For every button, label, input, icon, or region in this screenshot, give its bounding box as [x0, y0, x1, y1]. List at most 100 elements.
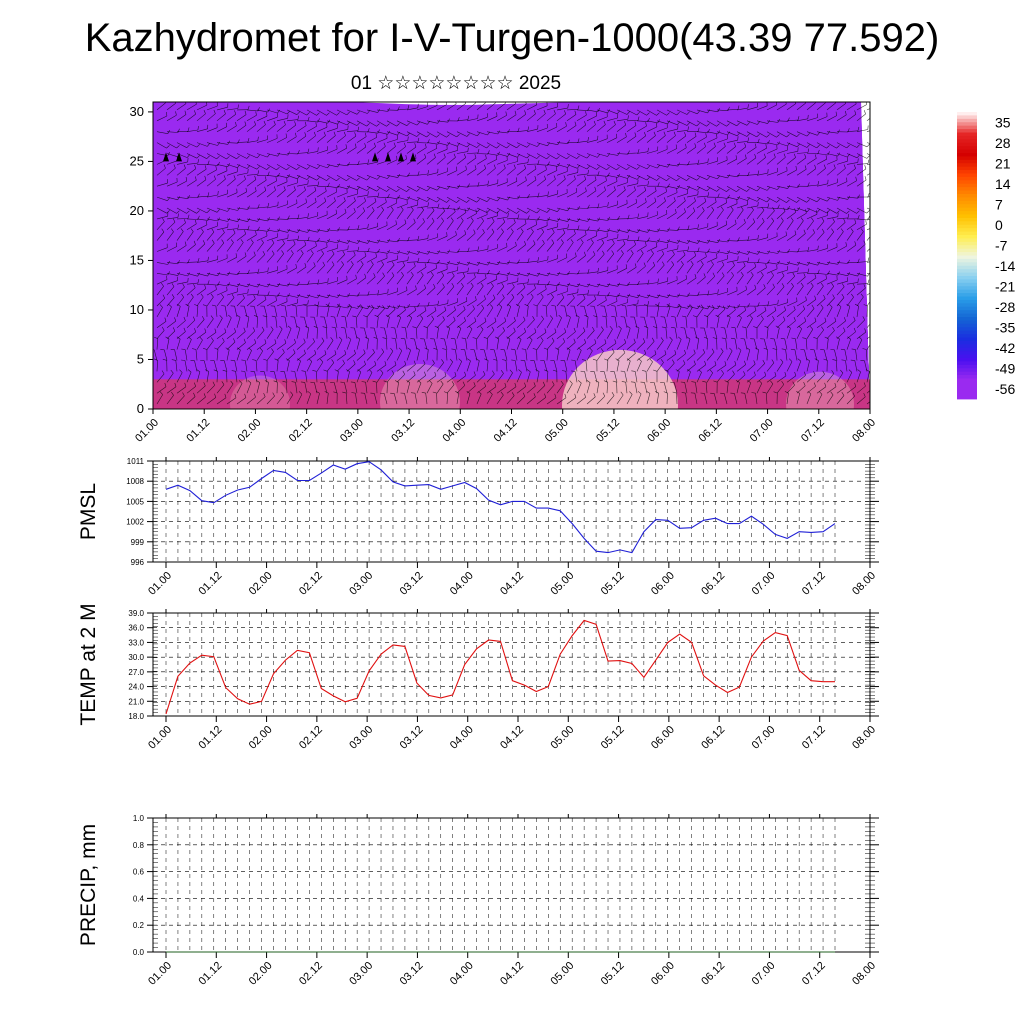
wind-barb	[816, 221, 825, 230]
wind-barb	[156, 102, 166, 111]
wind-barb	[646, 294, 658, 299]
wind-barb	[156, 262, 168, 265]
wind-barb	[687, 292, 690, 297]
wind-barb	[676, 305, 688, 309]
wind-barb	[756, 375, 766, 383]
wind-barb	[366, 264, 374, 274]
wind-barb	[826, 153, 838, 157]
wind-barb	[354, 382, 358, 394]
wind-barb	[546, 209, 550, 213]
wind-barb	[396, 265, 406, 274]
wind-barb	[296, 166, 300, 170]
wind-barb	[476, 338, 478, 350]
wind-barb	[316, 112, 320, 116]
wind-barb	[616, 360, 620, 372]
wind-barb	[706, 372, 713, 383]
wind-barb	[796, 212, 807, 220]
wind-barb	[567, 207, 571, 211]
wind-barb	[171, 283, 175, 287]
x-tick-label: 02.12	[287, 417, 315, 445]
wind-barb	[706, 120, 717, 127]
colorbar-box	[957, 317, 977, 321]
wind-barb	[356, 109, 368, 114]
wind-barb	[376, 109, 388, 112]
x-tick-label: 03.12	[389, 417, 417, 445]
wind-barb	[556, 257, 568, 263]
wind-barb	[186, 319, 196, 329]
wind-barb	[326, 240, 338, 244]
wind-barb	[266, 109, 278, 114]
wind-barb	[195, 219, 197, 224]
wind-barb	[366, 352, 375, 361]
wind-barb	[761, 217, 765, 222]
wind-barb	[713, 380, 718, 383]
wind-barb	[746, 363, 756, 372]
wind-barb	[546, 170, 558, 176]
wind-barb	[216, 209, 220, 213]
wind-barb	[406, 317, 413, 328]
wind-barb	[190, 228, 194, 232]
wind-barb	[357, 246, 360, 251]
wind-barb	[166, 373, 174, 383]
wind-barb	[446, 142, 458, 147]
wind-barb	[264, 339, 267, 344]
wind-barb	[654, 197, 657, 202]
wind-barb	[266, 124, 276, 132]
wind-barb	[286, 283, 298, 286]
wind-barb	[395, 199, 398, 204]
wind-barb	[506, 338, 511, 350]
wind-barb	[366, 175, 378, 180]
wind-barb	[397, 195, 400, 200]
wind-barb	[546, 226, 558, 231]
wind-barb	[602, 315, 607, 318]
wind-barb	[366, 196, 379, 198]
wind-barb	[826, 373, 835, 383]
wind-barb	[816, 116, 828, 122]
wind-barb	[726, 196, 738, 200]
wind-barb	[596, 396, 606, 405]
wind-barb	[696, 364, 706, 372]
x-tick-label: 06.12	[697, 417, 725, 445]
wind-barb	[634, 132, 637, 137]
wind-barb	[496, 286, 505, 296]
wind-barb	[491, 217, 495, 222]
wind-barb	[532, 316, 535, 320]
wind-barb	[576, 173, 588, 176]
wind-barb	[697, 247, 700, 252]
wind-barb	[836, 395, 845, 405]
x-tick-label: 03.00	[338, 417, 366, 445]
wind-barb	[766, 362, 775, 372]
wind-barb	[526, 168, 537, 176]
wind-barb	[226, 397, 237, 405]
wind-barb	[275, 316, 278, 328]
y-tick-label: 39.0	[128, 609, 144, 618]
wind-barb	[485, 154, 487, 159]
wind-barb	[625, 264, 628, 269]
wind-barb	[216, 227, 228, 231]
wind-barb	[187, 214, 190, 219]
wind-barb	[556, 207, 568, 212]
wind-barb	[657, 182, 660, 187]
wind-barb	[316, 126, 328, 132]
wind-barb	[167, 197, 171, 201]
wind-barb	[811, 304, 815, 309]
wind-barb	[678, 303, 682, 308]
wind-barb	[846, 320, 856, 329]
wind-barb	[772, 207, 775, 211]
wind-barb	[606, 164, 617, 171]
wind-barb	[432, 391, 437, 394]
wind-barb	[745, 285, 747, 290]
colorbar-box	[957, 170, 977, 174]
wind-barb	[234, 110, 237, 115]
wind-barb	[765, 144, 767, 149]
wind-barb	[746, 122, 750, 126]
wind-barb	[497, 270, 500, 275]
wind-barb	[306, 283, 319, 285]
wind-barb	[596, 180, 607, 187]
wind-barb	[250, 239, 254, 243]
wind-barb	[346, 185, 358, 191]
wind-barb	[771, 217, 775, 222]
wind-barb	[386, 251, 398, 255]
wind-barb	[787, 185, 791, 189]
wind-barb	[217, 161, 220, 166]
